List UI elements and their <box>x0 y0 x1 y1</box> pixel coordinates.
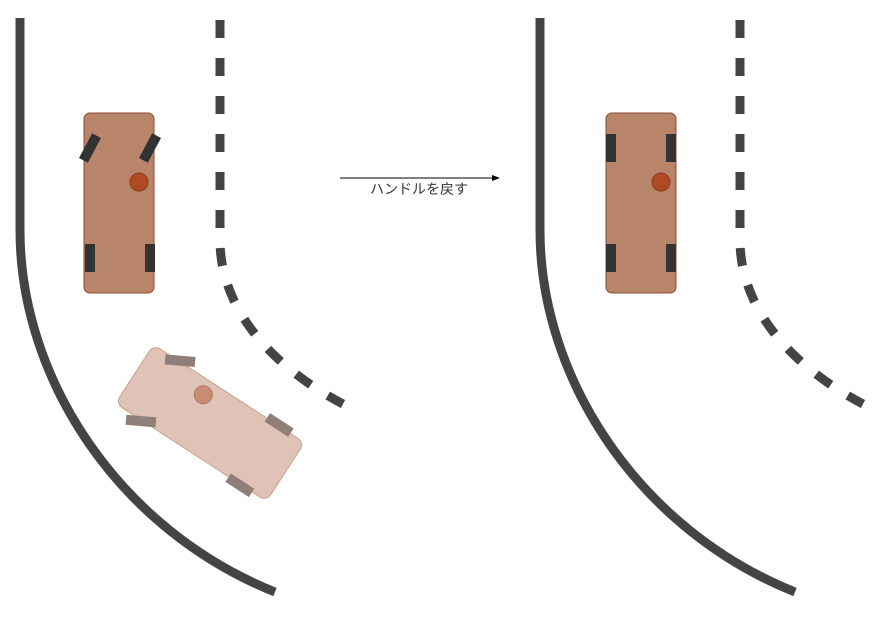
car-pivot <box>651 172 671 192</box>
car-wheel-front-right <box>666 134 676 162</box>
car-ghost-wheel <box>264 413 294 437</box>
arrow-label: ハンドルを戻す <box>370 182 468 198</box>
car-ghost-body <box>118 347 302 499</box>
car-pivot <box>129 172 149 192</box>
car-wheel-front-left <box>79 133 101 163</box>
left-panel <box>15 18 346 597</box>
transition-arrow: ハンドルを戻す <box>340 175 500 198</box>
car-wheel-rear-left <box>606 244 616 272</box>
right-panel <box>535 18 866 597</box>
road-outer-edge-right <box>535 18 797 597</box>
car-body <box>83 112 155 294</box>
car-wheel-front-left <box>606 134 616 162</box>
car-body <box>605 112 677 294</box>
car-wheel-rear-right <box>145 244 155 272</box>
car-wheel-front-right <box>139 133 161 163</box>
car-wheels-straight <box>605 112 677 294</box>
car-ghost-wheel <box>164 354 196 367</box>
car-wheel-rear-left <box>85 244 95 272</box>
car-ghost-wheel <box>125 414 157 428</box>
road-outer-edge-left <box>15 18 277 597</box>
road-center-dashes-right <box>735 20 866 408</box>
car-wheel-rear-right <box>666 244 676 272</box>
road-center-dashes-left <box>215 20 346 408</box>
car-ghost-pivot <box>193 385 213 405</box>
car-wheels-turned <box>79 112 161 294</box>
car-ghost-wheel <box>225 473 255 498</box>
car-ghost-turning <box>118 347 302 499</box>
